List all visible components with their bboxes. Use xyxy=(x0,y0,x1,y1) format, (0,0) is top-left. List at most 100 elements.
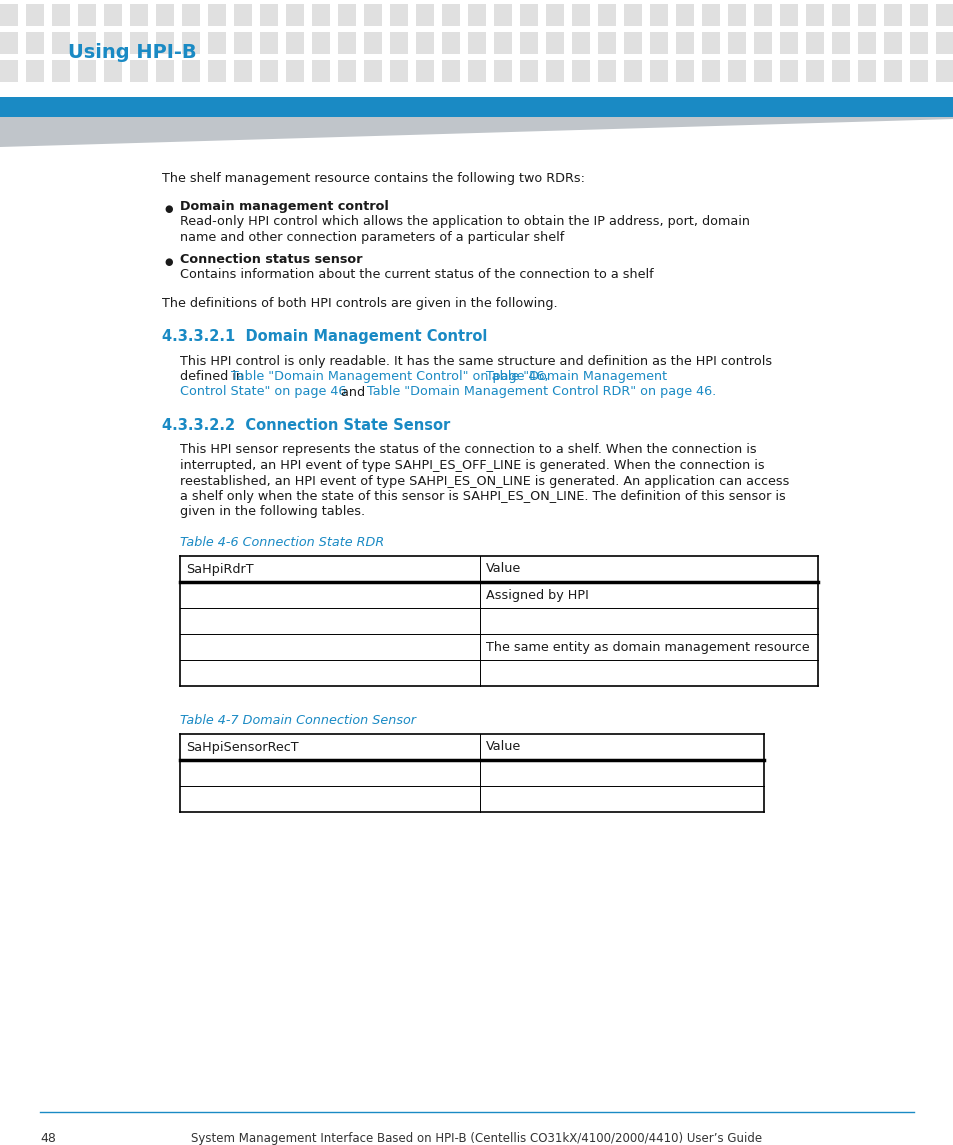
Bar xyxy=(649,60,667,82)
Bar xyxy=(233,3,252,26)
Bar xyxy=(441,60,459,82)
Bar xyxy=(78,60,96,82)
Bar xyxy=(935,32,953,54)
Bar xyxy=(649,3,667,26)
Text: Read-only HPI control which allows the application to obtain the IP address, por: Read-only HPI control which allows the a… xyxy=(180,215,749,229)
Bar xyxy=(623,3,641,26)
Text: Connection status sensor: Connection status sensor xyxy=(180,253,362,266)
Bar xyxy=(753,3,771,26)
Text: The same entity as domain management resource: The same entity as domain management res… xyxy=(485,640,809,654)
Bar xyxy=(208,3,226,26)
Bar xyxy=(468,3,485,26)
Bar xyxy=(831,60,849,82)
Bar xyxy=(780,3,797,26)
Bar xyxy=(26,3,44,26)
Bar xyxy=(337,3,355,26)
Bar xyxy=(598,60,616,82)
Bar xyxy=(260,32,277,54)
Polygon shape xyxy=(0,117,953,147)
Bar xyxy=(0,32,18,54)
Bar xyxy=(857,32,875,54)
Bar xyxy=(494,3,512,26)
Bar xyxy=(0,60,18,82)
Text: ●: ● xyxy=(164,204,172,214)
Bar xyxy=(364,60,381,82)
Bar xyxy=(286,32,304,54)
Bar xyxy=(441,3,459,26)
Bar xyxy=(156,32,173,54)
Bar xyxy=(233,32,252,54)
Bar xyxy=(26,32,44,54)
Bar xyxy=(727,60,745,82)
Bar xyxy=(857,3,875,26)
Bar xyxy=(260,60,277,82)
Bar xyxy=(0,97,953,117)
Text: and: and xyxy=(336,386,369,398)
Bar xyxy=(390,32,408,54)
Bar xyxy=(701,32,720,54)
Bar xyxy=(26,60,44,82)
Text: Table "Domain Management: Table "Domain Management xyxy=(485,370,666,382)
Bar xyxy=(494,60,512,82)
Bar xyxy=(78,32,96,54)
Bar xyxy=(208,60,226,82)
Bar xyxy=(831,32,849,54)
Text: a shelf only when the state of this sensor is SAHPI_ES_ON_LINE. The definition o: a shelf only when the state of this sens… xyxy=(180,490,785,503)
Bar xyxy=(260,3,277,26)
Text: Control State" on page 46: Control State" on page 46 xyxy=(180,386,346,398)
Bar xyxy=(545,3,563,26)
Text: Table 4-7 Domain Connection Sensor: Table 4-7 Domain Connection Sensor xyxy=(180,714,416,727)
Bar xyxy=(468,60,485,82)
Text: Table "Domain Management Control" on page 46,: Table "Domain Management Control" on pag… xyxy=(231,370,552,382)
Bar xyxy=(416,32,434,54)
Bar xyxy=(312,32,330,54)
Bar xyxy=(390,3,408,26)
Bar xyxy=(805,32,823,54)
Bar xyxy=(545,60,563,82)
Bar xyxy=(780,32,797,54)
Bar xyxy=(831,3,849,26)
Bar xyxy=(104,32,122,54)
Bar xyxy=(364,3,381,26)
Bar xyxy=(286,60,304,82)
Bar xyxy=(805,3,823,26)
Bar xyxy=(182,60,200,82)
Text: Value: Value xyxy=(485,741,520,753)
Bar xyxy=(312,60,330,82)
Bar xyxy=(572,3,589,26)
Bar xyxy=(78,3,96,26)
Bar xyxy=(0,3,18,26)
Text: reestablished, an HPI event of type SAHPI_ES_ON_LINE is generated. An applicatio: reestablished, an HPI event of type SAHP… xyxy=(180,474,788,488)
Bar xyxy=(545,32,563,54)
Bar xyxy=(598,32,616,54)
Text: 4.3.3.2.1  Domain Management Control: 4.3.3.2.1 Domain Management Control xyxy=(162,329,487,343)
Text: Assigned by HPI: Assigned by HPI xyxy=(485,589,588,601)
Bar xyxy=(701,3,720,26)
Bar xyxy=(337,32,355,54)
Text: name and other connection parameters of a particular shelf: name and other connection parameters of … xyxy=(180,231,563,244)
Bar xyxy=(909,3,927,26)
Bar xyxy=(727,3,745,26)
Text: Table "Domain Management Control RDR" on page 46.: Table "Domain Management Control RDR" on… xyxy=(367,386,716,398)
Bar xyxy=(52,32,70,54)
Bar xyxy=(935,60,953,82)
Text: The shelf management resource contains the following two RDRs:: The shelf management resource contains t… xyxy=(162,172,584,185)
Bar xyxy=(104,60,122,82)
Text: The definitions of both HPI controls are given in the following.: The definitions of both HPI controls are… xyxy=(162,297,558,309)
Bar xyxy=(935,3,953,26)
Text: ●: ● xyxy=(164,256,172,267)
Bar xyxy=(649,32,667,54)
Bar xyxy=(494,32,512,54)
Bar xyxy=(52,3,70,26)
Bar xyxy=(441,32,459,54)
Bar xyxy=(623,60,641,82)
Bar xyxy=(909,32,927,54)
Text: Domain management control: Domain management control xyxy=(180,200,389,213)
Bar xyxy=(233,60,252,82)
Text: System Management Interface Based on HPI-B (Centellis CO31kX/4100/2000/4410) Use: System Management Interface Based on HPI… xyxy=(192,1132,761,1145)
Bar xyxy=(104,3,122,26)
Bar xyxy=(805,60,823,82)
Bar xyxy=(883,32,901,54)
Bar xyxy=(156,60,173,82)
Text: Value: Value xyxy=(485,562,520,576)
